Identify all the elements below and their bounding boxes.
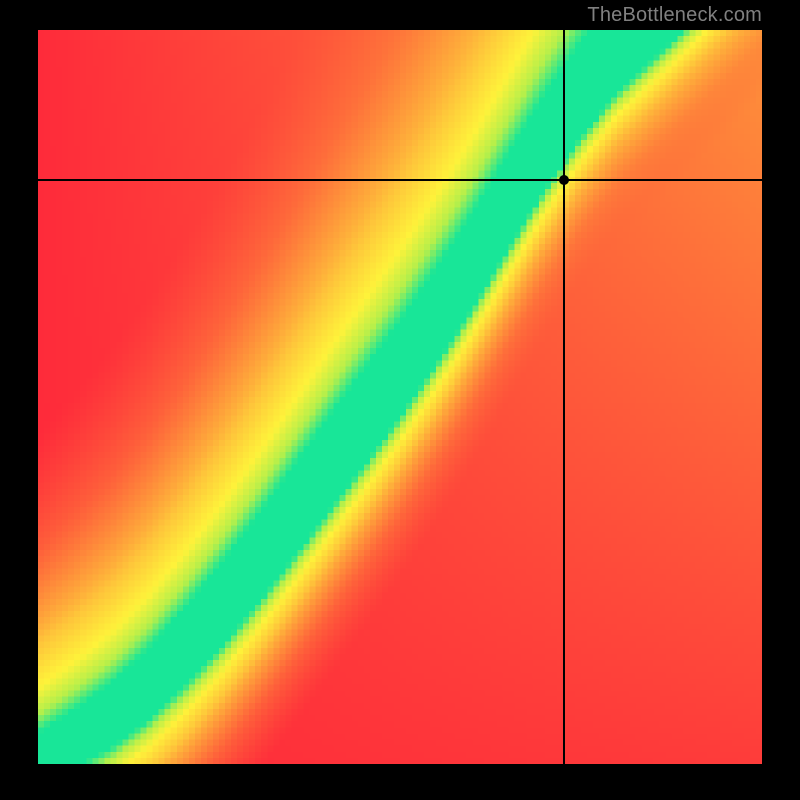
heatmap-plot-area <box>38 30 762 764</box>
attribution-text: TheBottleneck.com <box>587 4 762 27</box>
bottleneck-heatmap <box>38 30 762 764</box>
crosshair-marker <box>559 175 569 185</box>
crosshair-horizontal <box>38 179 762 181</box>
crosshair-vertical <box>563 30 565 764</box>
